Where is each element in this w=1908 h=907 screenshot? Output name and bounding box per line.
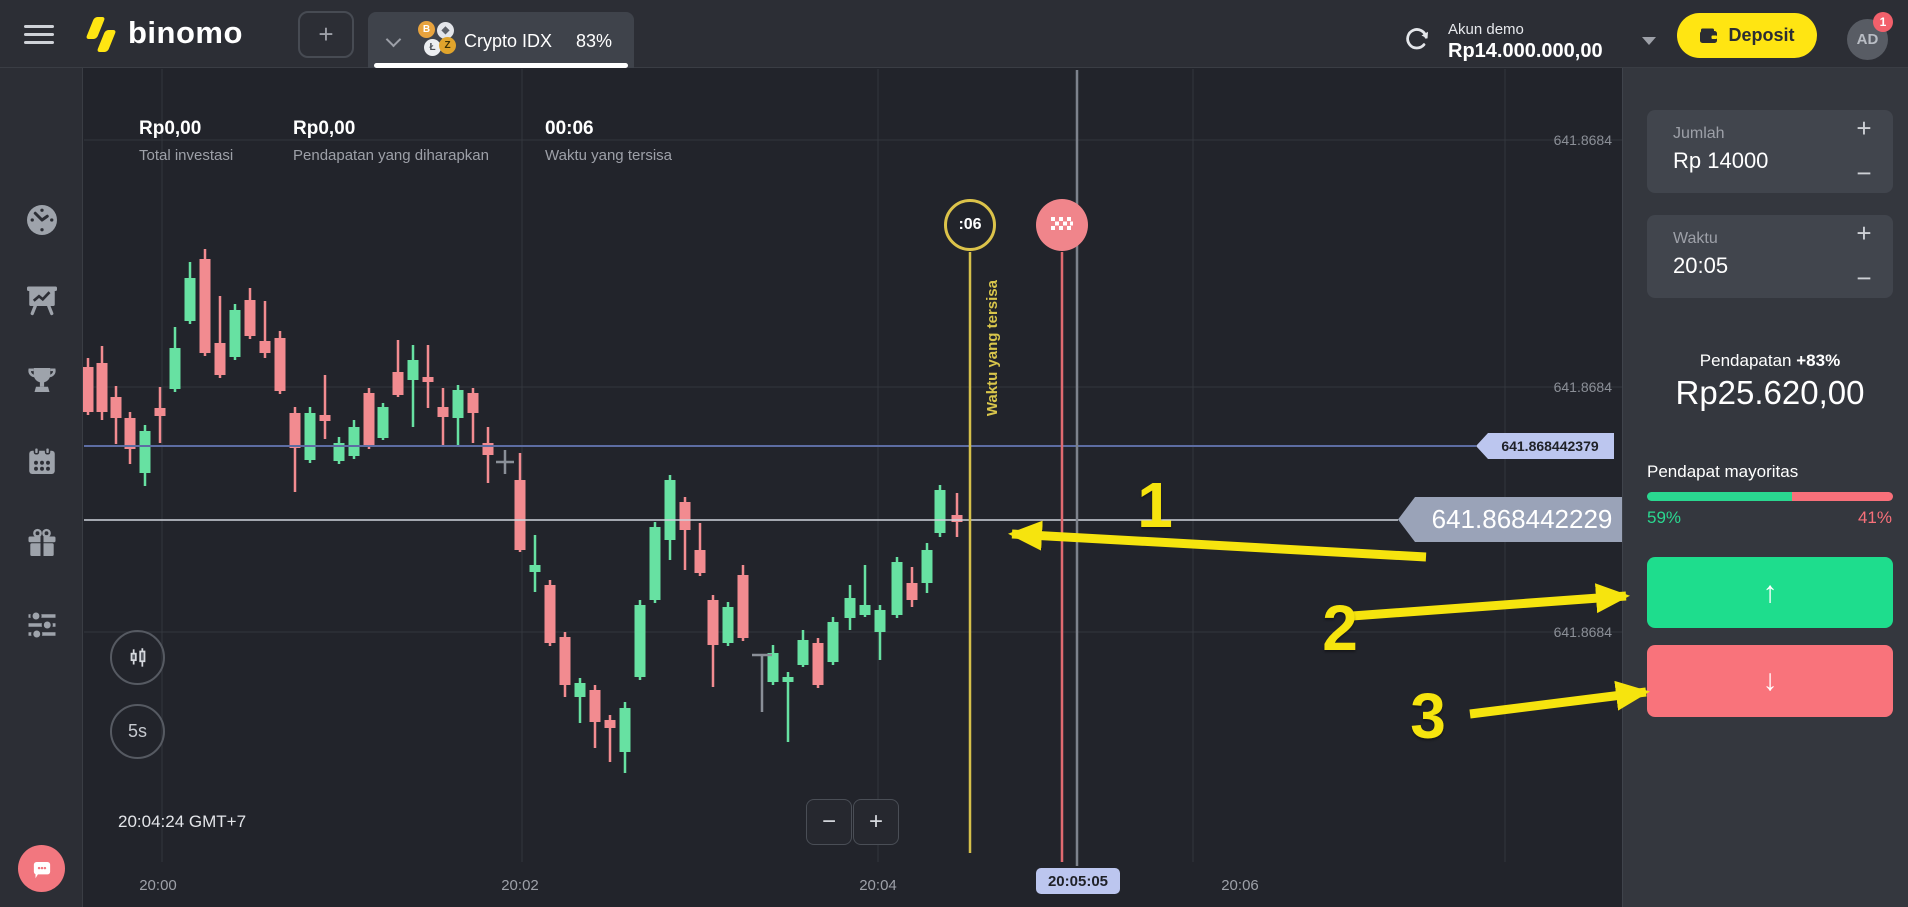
expiry-flag-marker [1036,199,1088,251]
price-axis-label: 641.8684 [1553,379,1612,395]
annotation-number-3: 3 [1410,680,1446,752]
deposit-button[interactable]: Deposit [1677,13,1817,58]
majority-opinion-bar [1647,492,1893,501]
refresh-balance-icon[interactable] [1402,24,1432,54]
tournaments-trophy-icon[interactable] [24,362,60,398]
asset-payout: 83% [575,31,612,51]
litecoin-icon: Ł [424,39,441,56]
zoom-in-button[interactable]: + [853,799,899,845]
candlestick-icon [130,647,145,667]
zcash-icon: Z [439,37,456,54]
amount-value: Rp 14000 [1673,148,1769,173]
sidebar [0,68,83,907]
amount-increase-button[interactable]: + [1856,113,1872,143]
stat-label: Total investasi [139,147,234,164]
interval-button[interactable]: 5s [110,704,165,759]
majority-up-segment [1647,492,1793,501]
stat-value: Rp0,00 [293,118,356,139]
amount-label: Jumlah [1673,125,1725,142]
put-down-button[interactable]: ↓ [1647,645,1893,717]
call-up-button[interactable]: ↑ [1647,557,1893,628]
amount-card[interactable]: Jumlah Rp 14000 + − [1647,110,1893,193]
majority-down-percent: 41% [1857,508,1892,527]
stat-label: Waktu yang tersisa [545,147,672,164]
asset-tab-crypto-idx[interactable]: B ◆ Ł Z Crypto IDX 83% [368,12,634,68]
binomo-logo-text: binomo [128,15,243,50]
trade-panel: Jumlah Rp 14000 + − Waktu 20:05 + − Pend… [1622,68,1908,907]
income-percent: +83% [1796,351,1841,370]
time-axis-label: 20:04 [859,877,897,894]
chat-bubble-icon [33,861,50,878]
income-label: Pendapatan +83% [1699,351,1841,370]
strategies-chart-board-icon[interactable] [24,282,60,318]
server-clock: 20:04:24 GMT+7 [118,812,247,831]
stat-value: Rp0,00 [139,118,202,139]
annotation-number-1: 1 [1137,469,1173,541]
bitcoin-icon: B [418,21,435,38]
stat-value: 00:06 [545,118,594,139]
majority-down-segment [1792,492,1893,501]
avatar-initials: AD [1856,31,1879,48]
chart-type-button[interactable] [110,630,165,685]
avatar[interactable]: AD 1 [1847,12,1893,60]
gifts-icon[interactable] [24,526,60,562]
time-card[interactable]: Waktu 20:05 + − [1647,215,1893,298]
amount-decrease-button[interactable]: − [1856,158,1872,188]
stat-time-remaining: 00:06 Waktu yang tersisa [545,118,672,164]
price-axis-label: 641.8684 [1553,624,1612,640]
zoom-out-button[interactable]: − [806,799,852,845]
price-tag-upper: 641.868442379 [1476,433,1614,459]
time-value: 20:05 [1673,253,1729,278]
stat-total-investment: Rp0,00 Total investasi [139,118,233,164]
time-axis-label: 20:06 [1221,877,1259,894]
annotation-number-2: 2 [1322,592,1358,664]
notification-badge: 1 [1873,12,1893,32]
time-label: Waktu [1673,230,1718,247]
support-chat-button[interactable] [18,845,65,892]
price-tag-current: 641.868442229 [1398,497,1626,542]
add-asset-button[interactable]: + [298,11,354,58]
time-axis-label: 20:00 [139,877,177,894]
account-dropdown-icon[interactable] [1642,37,1656,45]
majority-opinion-label: Pendapat mayoritas [1647,462,1799,481]
price-axis-label: 641.8684 [1553,132,1612,148]
events-calendar-icon[interactable] [24,444,60,480]
countdown-badge: :06 [944,199,996,251]
purchase-time-tag: 20:05:05 [1036,868,1120,894]
active-tab-underline [374,63,628,68]
settings-sliders-icon[interactable] [24,607,60,643]
income-value: Rp25.620,00 [1675,374,1865,411]
stat-label: Pendapatan yang diharapkan [293,147,489,164]
topbar: binomo + B ◆ Ł Z Crypto IDX 83% Akun dem… [0,0,1908,68]
chevron-down-icon[interactable] [385,31,402,48]
ethereum-icon: ◆ [437,22,454,39]
checkered-flag-icon [1051,216,1073,230]
majority-up-percent: 59% [1647,508,1682,527]
menu-icon[interactable] [24,25,54,45]
crypto-coins-icon: B ◆ Ł Z [416,21,456,59]
wallet-icon [1700,28,1718,43]
asset-name: Crypto IDX [464,31,553,51]
account-balance: Rp14.000.000,00 [1448,40,1603,62]
account-type-label: Akun demo [1448,21,1524,38]
countdown-line-label: Waktu yang tersisa [983,279,1001,417]
time-axis-label: 20:02 [501,877,539,894]
binomo-logo-icon [85,17,120,53]
trading-history-clock-icon[interactable] [24,202,60,238]
time-increase-button[interactable]: + [1856,218,1872,248]
time-decrease-button[interactable]: − [1856,263,1872,293]
stat-expected-income: Rp0,00 Pendapatan yang diharapkan [293,118,489,164]
